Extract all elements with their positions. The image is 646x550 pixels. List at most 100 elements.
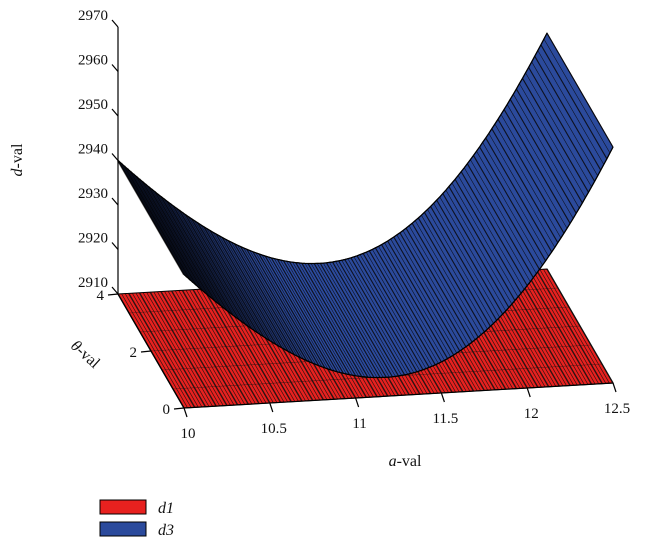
d3-shade [218, 235, 287, 351]
z-tick-label: 2910 [78, 275, 108, 291]
y-tick-mark [173, 407, 185, 410]
x-tick-mark [269, 402, 274, 413]
d3-ridge [169, 203, 237, 318]
d3-ridge [142, 181, 209, 296]
d3-shade [178, 209, 247, 325]
d3-ridge [466, 163, 534, 278]
d3-shade [117, 159, 185, 276]
d3-ridge [347, 258, 415, 373]
d3-shade [184, 214, 253, 330]
d3-ridge [421, 215, 488, 330]
d3-shade [199, 224, 268, 340]
z-tick-mark [111, 153, 119, 161]
d3-ridge [154, 191, 222, 306]
d3-shade [242, 247, 311, 363]
d3-ridge [368, 250, 436, 366]
d3-ridge [319, 263, 387, 378]
d3-ridge [191, 218, 259, 334]
d3-shade [239, 246, 308, 362]
d3-ridge [188, 216, 255, 331]
d3-ridge [464, 167, 531, 282]
d3-ridge [252, 251, 320, 366]
d3-ridge [218, 235, 286, 350]
d3-ridge [356, 255, 424, 371]
x-tick-mark [440, 392, 445, 403]
d3-ridge [139, 178, 206, 294]
d3-ridge [157, 193, 225, 309]
d3-ridge [221, 237, 289, 352]
d3-ridge [249, 250, 317, 365]
z-tick-mark [111, 286, 119, 295]
x-axis-label: a-val [389, 453, 422, 470]
d3-ridge [261, 254, 329, 370]
d3-shade [150, 188, 219, 304]
d3-shade [215, 233, 284, 349]
z-tick-mark [111, 242, 119, 250]
d3-ridge [399, 232, 467, 348]
d3-ridge [528, 67, 596, 182]
d3-ridge [166, 200, 234, 316]
d3-shade [202, 226, 271, 342]
d3-ridge [350, 257, 418, 373]
d3-ridge [448, 186, 516, 301]
d3-ridge [414, 220, 482, 335]
d3-ridge [151, 189, 218, 304]
d3-ridge [387, 240, 455, 356]
d3-ridge [365, 252, 433, 367]
d3-ridge [163, 198, 231, 313]
d3-ridge [182, 212, 249, 327]
d3-ridge [209, 230, 277, 345]
d3-ridge [332, 261, 399, 377]
d3-ridge [402, 230, 470, 345]
d3-ridge [335, 261, 402, 376]
d3-ridge [307, 263, 375, 378]
d3-ridge [329, 262, 396, 377]
d3-ridge [301, 262, 369, 378]
d3-ridge [457, 175, 525, 290]
d3-shade [205, 228, 274, 344]
legend-swatch-d1 [99, 499, 147, 515]
d3-ridge [255, 252, 323, 367]
d3-ridge [454, 178, 522, 294]
d3-ridge [243, 247, 310, 363]
d3-ridge [135, 176, 203, 291]
d3-ridge [451, 182, 519, 298]
d3-shade [147, 186, 216, 302]
d3-ridge [405, 227, 473, 343]
d3-ridge [227, 240, 295, 355]
d3-ridge [246, 248, 314, 364]
d3-ridge [313, 263, 381, 378]
d3-ridge [133, 173, 200, 289]
d3-ridge [479, 146, 547, 262]
d3-ridge [194, 220, 261, 335]
d3-ridge [427, 209, 494, 324]
d3-ridge [537, 50, 605, 165]
d3-ridge [197, 222, 265, 338]
d3-ridge [390, 238, 457, 354]
d3-ridge [423, 212, 491, 327]
d3-shade [227, 240, 296, 356]
d3-ridge [494, 123, 562, 239]
d3-ridge [145, 184, 212, 299]
y-tick-label: 4 [97, 288, 105, 304]
d3-ridge [417, 217, 485, 333]
d3-ridge [292, 262, 359, 377]
d3-ridge [353, 256, 421, 371]
d3-ridge [396, 234, 464, 350]
x-tick-label: 10 [181, 426, 196, 442]
d3-ridge [325, 262, 393, 378]
d3-ridge [310, 263, 378, 378]
z-tick-label: 2950 [78, 97, 108, 113]
z-tick-label: 2940 [78, 142, 108, 158]
d3-shade [120, 162, 189, 278]
d3-ridge [264, 255, 332, 371]
d3-ridge [203, 226, 271, 341]
y-tick-mark [140, 350, 152, 353]
d3-ridge [531, 61, 598, 176]
d3-shade [126, 168, 195, 284]
d3-ridge [515, 88, 583, 204]
d3-ridge [276, 259, 344, 374]
x-tick-label: 10.5 [261, 421, 287, 437]
